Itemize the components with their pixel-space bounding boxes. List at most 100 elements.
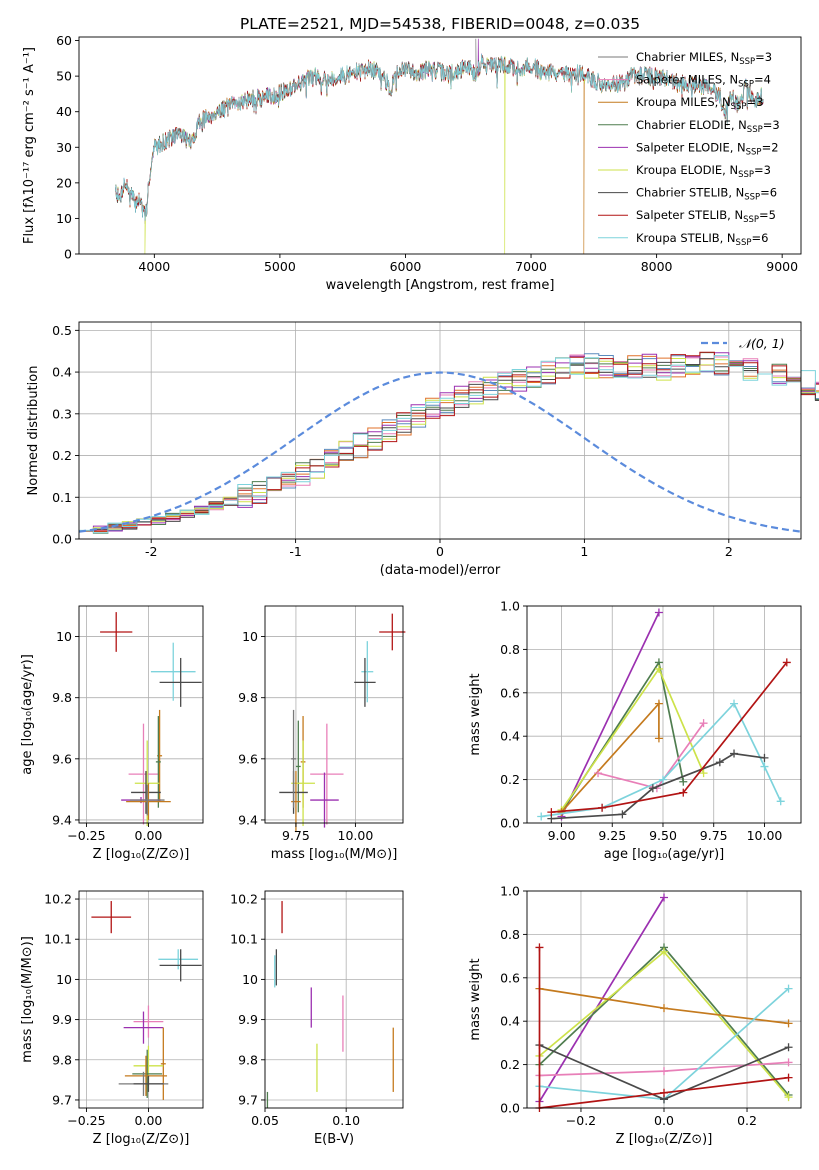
x-tick-label: 2	[725, 544, 733, 559]
legend-label: Chabrier MILES, N	[636, 50, 739, 64]
legend-label: Kroupa MILES, N	[636, 95, 731, 109]
x-tick-label: −0.25	[67, 828, 105, 843]
axes-frame	[264, 605, 404, 824]
y-tick-label: 9.8	[52, 690, 72, 705]
mass-weight-series-line	[541, 702, 782, 818]
legend-entry: Chabrier ELODIE, NSSP=3	[636, 118, 780, 135]
axes-frame	[264, 890, 404, 1109]
mass-weight-point-marker	[654, 664, 663, 673]
legend-subscript: SSP	[747, 125, 763, 135]
spectrum-series-line	[115, 53, 764, 221]
y-tick-label: 10	[242, 629, 258, 644]
y-tick-label: 9.8	[238, 1052, 258, 1067]
y-tick-label: 1.0	[500, 884, 520, 899]
x-tick-label: 9.75	[282, 828, 310, 843]
legend-label: Chabrier STELIB, N	[636, 186, 744, 200]
x-tick-label: 0.0	[654, 1113, 674, 1128]
legend-entry: Kroupa MILES, NSSP=3	[636, 95, 763, 112]
legend-subscript: SSP	[731, 102, 747, 112]
legend-count: =3	[754, 163, 771, 177]
y-tick-label: 40	[56, 104, 72, 119]
axes-frame	[78, 36, 802, 255]
x-tick-label: 9.50	[649, 828, 677, 843]
x-axis-label: wavelength [Angstrom, rest frame]	[326, 278, 555, 293]
chart-age-vs-Z: −0.25 0.00 9.4 9.6 9.8 10 Z [log₁₀(Z/Z⊙)] age […	[20, 605, 204, 862]
mass-weight-series-line	[560, 612, 660, 817]
x-axis-label: Z [log₁₀(Z/Z⊙)]	[616, 1132, 713, 1147]
mass-weight-point-marker	[594, 769, 603, 778]
legend-count: =2	[762, 140, 779, 154]
y-axis-label: age [log₁₀(age/yr)]	[20, 654, 35, 775]
x-tick-label: 0.00	[135, 828, 163, 843]
y-tick-label: 10	[56, 211, 72, 226]
legend-subscript: SSP	[736, 238, 752, 248]
legend-subscript: SSP	[743, 215, 759, 225]
mass-weight-point-marker	[537, 812, 546, 821]
mass-weight-point-marker	[660, 893, 668, 902]
mass-weight-point-marker	[776, 797, 785, 806]
x-tick-label: 0.05	[251, 1113, 279, 1128]
x-tick-label: 0.00	[135, 1113, 163, 1128]
x-tick-label: 0.10	[332, 1113, 360, 1128]
chart-residuals: -2 -1 0 1 2 0.0 0.1 0.2 0.3 0.4 0.5 (data-model)/er…	[26, 321, 819, 578]
y-tick-label: 10.2	[230, 892, 258, 907]
x-tick-label: -1	[289, 544, 301, 559]
x-axis-label: age [log₁₀(age/yr)]	[604, 847, 725, 862]
legend-entry: 𝒩(0, 1)	[739, 336, 785, 351]
normal-pdf-line	[78, 371, 802, 533]
x-tick-label: 9.75	[700, 828, 728, 843]
y-tick-label: 9.7	[238, 1092, 258, 1107]
mass-weight-point-marker	[654, 608, 663, 617]
legend-label: Kroupa STELIB, N	[636, 231, 736, 245]
mass-weight-point-marker	[784, 1043, 793, 1052]
y-axis-label: Normed distribution	[26, 366, 41, 496]
chart-mass-weight-vs-Z: −0.2 0.0 0.2 0.0 0.2 0.4 0.6 0.8 1.0 Z [log₁₀(Z/Z…	[468, 884, 802, 1147]
y-tick-label: 0.4	[500, 729, 520, 744]
legend-count: =6	[751, 231, 768, 245]
x-tick-label: 8000	[641, 259, 673, 274]
y-tick-label: 0.6	[500, 685, 520, 700]
figure-title: PLATE=2521, MJD=54538, FIBERID=0048, z=0…	[240, 15, 640, 33]
y-tick-label: 0.5	[52, 323, 72, 338]
mass-weight-point-marker	[658, 775, 667, 784]
mass-weight-point-marker	[730, 699, 739, 708]
mass-weight-series-line	[538, 947, 789, 1109]
x-axis-label: (data-model)/error	[380, 563, 501, 578]
x-tick-label: 1	[580, 544, 588, 559]
y-tick-label: 10	[56, 629, 72, 644]
y-tick-label: 9.6	[238, 751, 258, 766]
y-axis-label: Flux [fλ10⁻¹⁷ erg cm⁻² s⁻¹ A⁻¹]	[22, 47, 37, 244]
mass-weight-point-marker	[784, 1058, 793, 1067]
mass-weight-point-marker	[784, 1073, 793, 1082]
chart-mass-vs-EBV: 0.05 0.10 9.7 9.8 9.9 10 10.1 10.2 E(B-V)	[230, 890, 404, 1147]
legend-count: =3	[746, 95, 763, 109]
x-tick-label: 9.00	[548, 828, 576, 843]
legend-label: Salpeter STELIB, N	[636, 208, 743, 222]
mass-weight-point-marker	[547, 808, 556, 817]
x-tick-label: 5000	[264, 259, 296, 274]
mass-weight-point-marker	[618, 810, 627, 819]
chart-mass-weight-vs-age: 9.00 9.25 9.50 9.75 10.00 0.0 0.2 0.4 0.6 0.8 1.0 a…	[468, 599, 802, 862]
mass-weight-point-marker	[660, 1088, 668, 1097]
y-tick-label: 0.2	[500, 772, 520, 787]
legend-label: Salpeter ELODIE, N	[636, 140, 746, 154]
chart-spectrum: 4000 5000 6000 7000 8000 9000 0 10 20 30 40 50 60 wav…	[22, 33, 802, 293]
y-tick-label: 10	[242, 972, 258, 987]
y-tick-label: 9.7	[52, 1092, 72, 1107]
mass-weight-series-line	[551, 752, 765, 820]
y-tick-label: 10.2	[44, 892, 72, 907]
x-tick-label: 4000	[138, 259, 170, 274]
legend-label: Kroupa ELODIE, N	[636, 163, 738, 177]
legend-subscript: SSP	[746, 147, 762, 157]
legend-label: Salpeter MILES, N	[636, 73, 738, 87]
y-tick-label: 0.8	[500, 927, 520, 942]
y-tick-label: 0.4	[52, 365, 72, 380]
histogram-step-line	[79, 358, 819, 532]
histogram-step-line	[79, 358, 819, 532]
y-tick-label: 0	[64, 247, 72, 262]
mass-weight-point-marker	[760, 753, 769, 762]
legend-entry: Chabrier MILES, NSSP=3	[636, 50, 772, 67]
mass-weight-point-marker	[535, 943, 544, 952]
x-tick-label: 10.00	[338, 828, 374, 843]
y-tick-label: 50	[56, 69, 72, 84]
